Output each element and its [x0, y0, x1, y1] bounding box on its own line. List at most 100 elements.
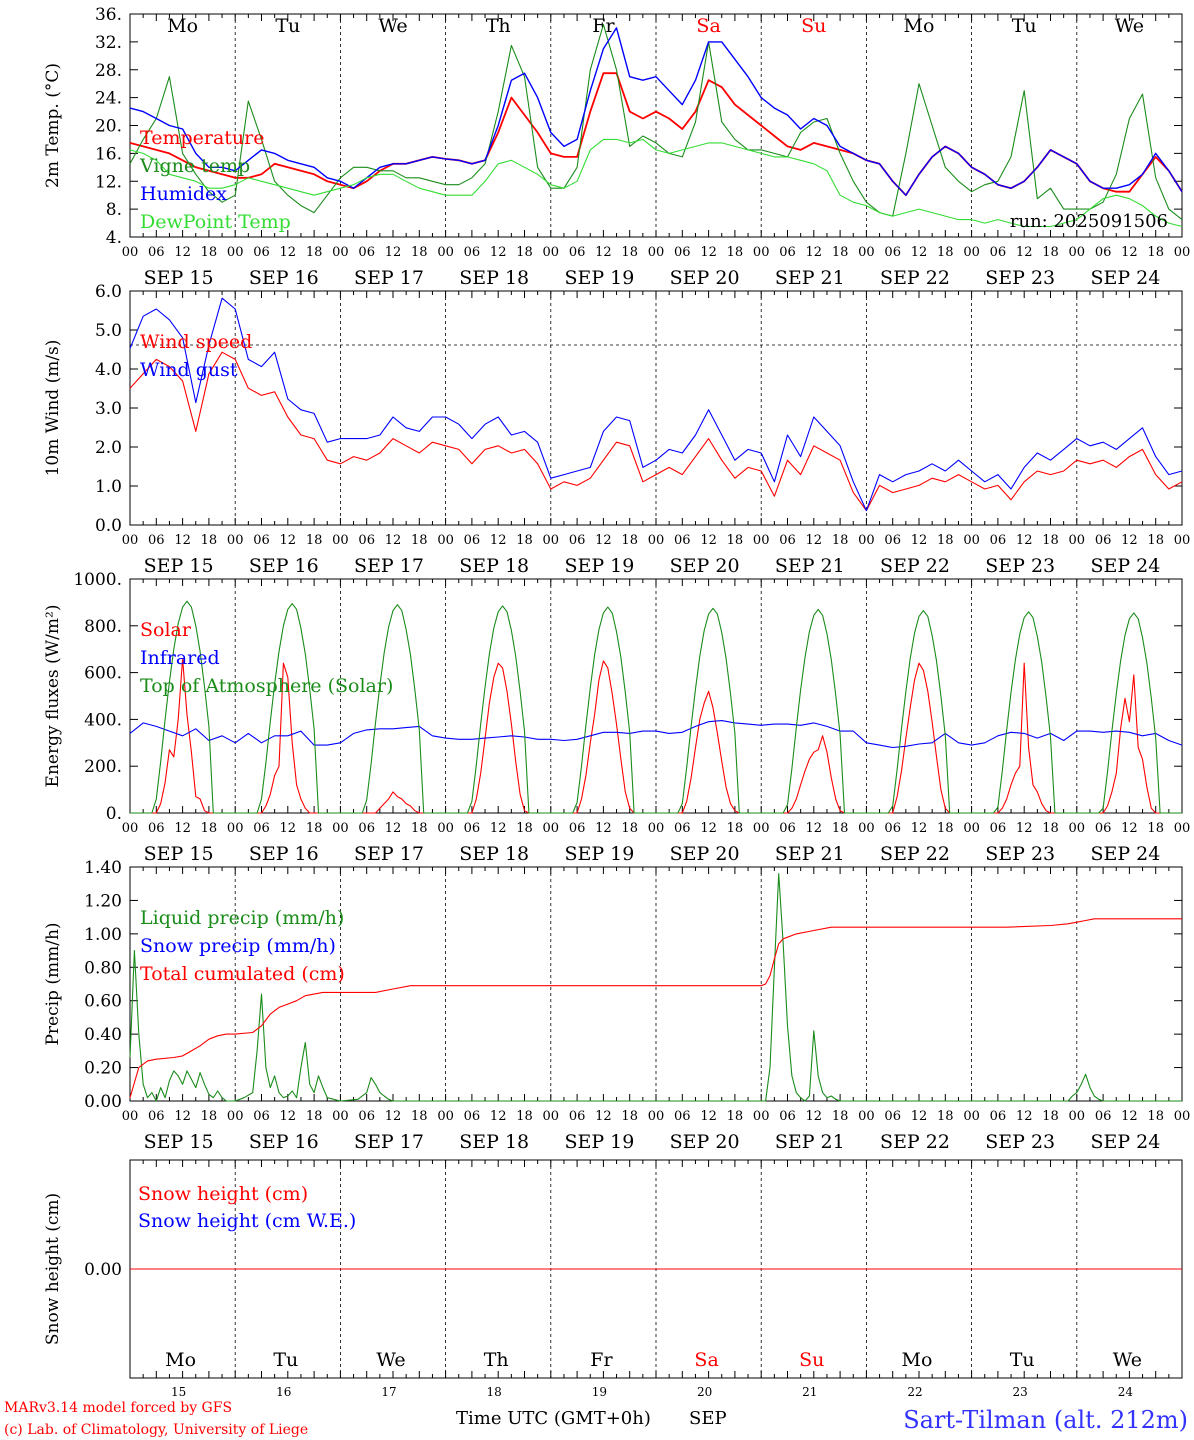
hour-label: 12 — [174, 1109, 191, 1124]
day-name: Mo — [165, 1349, 196, 1371]
hour-label: 06 — [990, 533, 1007, 548]
hour-label: 00 — [963, 533, 980, 548]
hour-label: 06 — [569, 533, 586, 548]
model-credit: MARv3.14 model forced by GFS — [4, 1400, 232, 1416]
series-line-humidex — [129, 27, 1183, 196]
date-label: SEP 15 — [144, 1131, 214, 1153]
hour-label: 06 — [1095, 821, 1112, 836]
date-label: SEP 20 — [670, 555, 740, 577]
hour-label: 12 — [490, 245, 507, 260]
legend-entry: Humidex — [140, 183, 227, 205]
y-tick-label: 600. — [84, 664, 122, 684]
date-label: SEP 19 — [564, 843, 634, 865]
date-label: SEP 22 — [880, 843, 950, 865]
y-tick-label: 1.20 — [84, 891, 122, 911]
x-axis-title: Time UTC (GMT+0h) — [456, 1408, 651, 1429]
legend-entry: Wind speed — [140, 331, 252, 353]
hour-label: 12 — [1016, 245, 1033, 260]
y-axis-label: Precip (mm/h) — [43, 922, 63, 1045]
y-tick-label: 400. — [84, 710, 122, 730]
date-label: SEP 15 — [144, 267, 214, 289]
hour-label: 18 — [937, 821, 954, 836]
hour-label: 12 — [700, 245, 717, 260]
date-label: SEP 19 — [564, 267, 634, 289]
date-label: SEP 17 — [354, 267, 424, 289]
hour-label: 00 — [437, 1109, 454, 1124]
hour-label: 00 — [437, 245, 454, 260]
hour-label: 00 — [648, 821, 665, 836]
hour-label: 12 — [911, 533, 928, 548]
hour-label: 06 — [358, 1109, 375, 1124]
hour-label: 00 — [753, 1109, 770, 1124]
hour-label: 06 — [779, 821, 796, 836]
y-tick-label: 0.40 — [84, 1025, 122, 1045]
legend-entry: Vigne temp — [139, 155, 250, 177]
day-name: Sa — [694, 1349, 718, 1371]
hour-label: 06 — [358, 821, 375, 836]
hour-label: 06 — [1095, 245, 1112, 260]
y-tick-label: 36. — [95, 5, 122, 25]
hour-label: 06 — [253, 1109, 270, 1124]
hour-label: 00 — [227, 1109, 244, 1124]
hour-label: 18 — [727, 821, 744, 836]
hour-label: 12 — [490, 821, 507, 836]
hour-label: 00 — [332, 1109, 349, 1124]
lab-credit: (c) Lab. of Climatology, University of L… — [4, 1422, 308, 1438]
hour-label: 00 — [648, 533, 665, 548]
hour-label: 18 — [306, 245, 323, 260]
hour-label: 18 — [516, 533, 533, 548]
hour-label: 12 — [385, 245, 402, 260]
hour-label: 06 — [253, 821, 270, 836]
plot-frame — [129, 13, 1183, 238]
hour-label: 18 — [1147, 533, 1164, 548]
day-name: We — [1113, 1349, 1142, 1371]
hour-label: 00 — [332, 533, 349, 548]
day-number: 21 — [802, 1385, 817, 1399]
hour-label: 00 — [1174, 245, 1191, 260]
legend-entry: Total cumulated (cm) — [140, 963, 345, 985]
day-name: Tu — [273, 1349, 298, 1371]
hour-label: 00 — [963, 821, 980, 836]
panel-5: 0.00 Snow height (cm) Snow height (cm) Snow… — [43, 1159, 1183, 1399]
hour-label: 12 — [806, 1109, 823, 1124]
hour-label: 00 — [543, 533, 560, 548]
date-label: SEP 17 — [354, 843, 424, 865]
date-label: SEP 23 — [985, 555, 1055, 577]
date-label: SEP 15 — [144, 555, 214, 577]
hour-label: 06 — [148, 533, 165, 548]
hour-label: 12 — [595, 533, 612, 548]
date-label: SEP 24 — [1090, 843, 1160, 865]
date-label: SEP 23 — [985, 267, 1055, 289]
y-axis-label: 2m Temp. (°C) — [43, 63, 63, 188]
hour-label: 18 — [832, 245, 849, 260]
date-label: SEP 15 — [144, 843, 214, 865]
date-label: SEP 21 — [775, 1131, 845, 1153]
y-tick-label: 0.00 — [84, 1260, 122, 1280]
hour-label: 06 — [569, 821, 586, 836]
hour-label: 18 — [411, 821, 428, 836]
hour-label: 06 — [884, 821, 901, 836]
legend-entry: Top of Atmosphere (Solar) — [140, 675, 393, 697]
date-label: SEP 23 — [985, 843, 1055, 865]
hour-label: 12 — [1121, 533, 1138, 548]
day-number: 20 — [697, 1385, 712, 1399]
date-label: SEP 22 — [880, 1131, 950, 1153]
series-line-total-cumulated-cm- — [129, 918, 1182, 1098]
day-name: Fr — [592, 15, 615, 37]
hour-label: 00 — [122, 533, 139, 548]
hour-label: 12 — [490, 533, 507, 548]
hour-label: 18 — [621, 821, 638, 836]
series-line-wind-gust — [129, 297, 1183, 512]
hour-label: 12 — [1016, 821, 1033, 836]
hour-label: 00 — [1069, 1109, 1086, 1124]
hour-label: 18 — [727, 1109, 744, 1124]
hour-label: 18 — [201, 1109, 218, 1124]
y-tick-label: 20. — [95, 117, 122, 137]
hour-label: 00 — [227, 821, 244, 836]
hour-label: 00 — [648, 1109, 665, 1124]
hour-label: 00 — [332, 821, 349, 836]
y-tick-label: 5.0 — [95, 321, 122, 341]
hour-label: 06 — [253, 533, 270, 548]
hour-label: 18 — [516, 821, 533, 836]
hour-label: 06 — [464, 245, 481, 260]
